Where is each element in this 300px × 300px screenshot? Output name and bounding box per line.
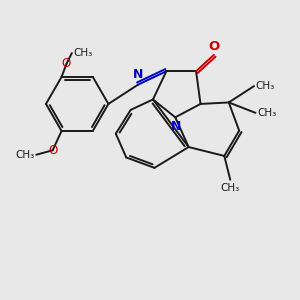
Text: CH₃: CH₃	[257, 108, 276, 118]
Text: O: O	[62, 57, 71, 70]
Text: O: O	[208, 40, 220, 52]
Text: CH₃: CH₃	[256, 81, 275, 91]
Text: N: N	[171, 120, 181, 133]
Text: CH₃: CH₃	[16, 150, 35, 160]
Text: CH₃: CH₃	[73, 48, 93, 58]
Text: N: N	[133, 68, 143, 81]
Text: O: O	[48, 144, 57, 157]
Text: CH₃: CH₃	[220, 183, 240, 193]
